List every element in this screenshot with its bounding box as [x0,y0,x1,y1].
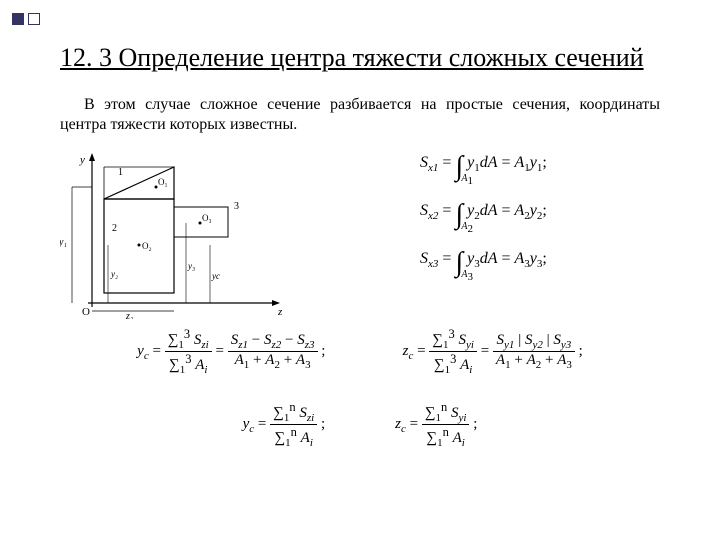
slide-bullets [12,12,44,30]
svg-text:O₂: O₂ [142,241,152,251]
svg-text:yc: yc [211,271,220,281]
svg-text:y₂: y₂ [110,269,118,279]
slide-content: 12. 3 Определение центра тяжести сложных… [0,0,720,463]
svg-text:y₁: y₁ [60,237,67,248]
cross-section-diagram: y z O 1 2 3 O₁ O₂ O₃ y₁ y₂ y₃ yc z₂ [60,149,290,319]
svg-text:O: O [82,306,90,318]
section-title: 12. 3 Определение центра тяжести сложных… [60,42,660,73]
intro-paragraph: В этом случае сложное сечение разбиваетс… [60,95,660,135]
centroid-equations: yc = ∑13 Szi∑13 Ai = Sz1 − Sz2 − Sz3A1 +… [60,323,660,463]
svg-text:3: 3 [234,201,239,212]
svg-text:z₂: z₂ [125,311,134,319]
static-moment-equations: Sx1 = ∫A1 y1dA = A1y1; Sx2 = ∫A2 y2dA = … [420,145,660,295]
svg-text:y₃: y₃ [187,261,195,271]
eq-zc-long: zc = ∑13 Syi∑13 Ai = Sy1 | Sy2 | Sy3A1 +… [403,327,583,376]
eq-sx2: Sx2 = ∫A2 y2dA = A2y2; [420,199,660,231]
svg-text:z: z [277,306,283,318]
svg-text:1: 1 [118,167,123,178]
eq-sx1: Sx1 = ∫A1 y1dA = A1y1; [420,151,660,183]
eq-zc-short: zc = ∑1n Syi∑1n Ai ; [395,400,477,449]
svg-text:y: y [79,154,85,166]
svg-text:2: 2 [112,223,117,234]
eq-sx3: Sx3 = ∫A3 y3dA = A3y3; [420,247,660,279]
eq-yc-short: yc = ∑1n Szi∑1n Ai ; [243,400,326,449]
svg-text:O₃: O₃ [202,213,212,223]
svg-text:O₁: O₁ [158,177,168,187]
eq-yc-long: yc = ∑13 Szi∑13 Ai = Sz1 − Sz2 − Sz3A1 +… [137,327,325,376]
